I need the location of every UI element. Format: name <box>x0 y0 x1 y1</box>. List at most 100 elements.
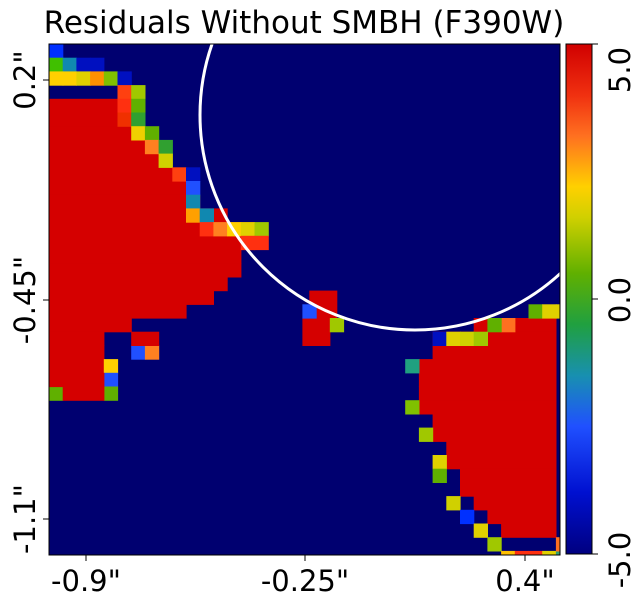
heatmap-cell <box>144 345 160 360</box>
x-tick-label-2: -0.25" <box>261 564 349 598</box>
heatmap-cell <box>172 167 187 182</box>
heatmap-cell <box>460 331 475 346</box>
heatmap-cell <box>49 112 119 127</box>
heatmap-cell <box>528 304 543 319</box>
heatmap-cell <box>62 57 77 72</box>
heatmap-cell <box>131 98 146 114</box>
heatmap-cell <box>49 318 132 333</box>
heatmap-cell <box>432 345 557 360</box>
heatmap-cell <box>460 468 557 483</box>
heatmap-cell <box>254 222 269 237</box>
heatmap-cell <box>62 386 105 401</box>
heatmap-cell <box>103 386 119 401</box>
heatmap-cell <box>432 413 557 429</box>
y-tick-label-3: -1.1" <box>8 484 42 554</box>
y-tick-label-1: 0.2" <box>8 50 42 109</box>
heatmap-cell <box>117 71 132 86</box>
heatmap-cell <box>432 427 557 442</box>
heatmap-cell <box>117 112 132 127</box>
heatmap-cell <box>199 208 214 223</box>
heatmap-cell <box>555 537 560 552</box>
heatmap-cell <box>487 318 502 333</box>
heatmap-cell <box>514 550 530 555</box>
heatmap-cell <box>501 550 516 555</box>
overlay-circle <box>198 44 560 332</box>
heatmap-cell <box>49 44 64 59</box>
heatmap-cell <box>49 57 64 72</box>
heatmap-area <box>49 44 560 555</box>
heatmap-cell <box>542 304 557 319</box>
heatmap-cell <box>76 71 91 86</box>
heatmap-cell <box>117 98 132 114</box>
heatmap-cell <box>49 153 160 168</box>
chart-title: Residuals Without SMBH (F390W) <box>44 5 565 41</box>
heatmap-cell <box>186 208 201 223</box>
heatmap-cell <box>49 194 201 209</box>
heatmap-cell <box>131 345 146 360</box>
heatmap-cell <box>49 276 228 292</box>
heatmap-cell <box>240 222 256 237</box>
heatmap-cell <box>460 509 475 525</box>
heatmap-cell <box>302 304 317 319</box>
heatmap-cell <box>213 222 228 237</box>
heatmap-cell <box>103 71 119 86</box>
heatmap-cell <box>186 167 201 182</box>
heatmap-cell <box>405 400 420 415</box>
heatmap-cell <box>49 139 146 155</box>
colorbar-tick-label-1: 5.0 <box>603 47 637 93</box>
heatmap-cell <box>131 112 146 127</box>
heatmap-cell <box>418 400 557 415</box>
x-tick-label-3: 0.4" <box>495 564 554 598</box>
heatmap-cell <box>528 550 543 555</box>
heatmap-cell <box>418 359 557 374</box>
heatmap-cell <box>158 153 173 168</box>
plot-frame <box>48 43 561 556</box>
heatmap-cell <box>103 372 119 388</box>
heatmap-cell <box>49 386 64 401</box>
x-tick-label-1: -0.9" <box>51 564 121 598</box>
heatmap-cell <box>131 126 146 141</box>
heatmap-cell <box>49 304 187 319</box>
heatmap-cell <box>49 167 173 182</box>
heatmap-cell <box>302 318 331 346</box>
heatmap-cell <box>432 331 447 346</box>
heatmap-cell <box>254 235 269 251</box>
heatmap-cell <box>49 208 228 223</box>
heatmap-cell <box>144 126 160 141</box>
heatmap-cell <box>158 139 173 155</box>
heatmap-cell <box>131 331 160 346</box>
heatmap-cell <box>131 85 146 100</box>
heatmap-cell <box>460 482 557 497</box>
heatmap-cell <box>446 331 461 346</box>
heatmap-cell <box>103 359 119 374</box>
heatmap-cell <box>473 331 488 346</box>
heatmap-cell <box>501 523 557 538</box>
heatmap-cell <box>90 71 105 86</box>
heatmap-cell <box>446 455 557 470</box>
heatmap-cell <box>49 181 187 196</box>
heatmap-cell <box>542 550 557 555</box>
heatmap-cell <box>446 496 461 511</box>
heatmap-cell <box>49 345 105 360</box>
heatmap-cell <box>62 71 77 86</box>
heatmap-cell <box>144 139 160 155</box>
heatmap-cell <box>186 194 201 209</box>
heatmap-cell <box>473 523 488 538</box>
heatmap-cell <box>49 359 105 374</box>
heatmap-cell <box>501 318 516 333</box>
heatmap-cell <box>49 235 256 251</box>
heatmap-cell <box>555 304 560 319</box>
heatmap-cell <box>418 386 557 401</box>
heatmap-cell <box>49 126 132 141</box>
heatmap-cell <box>49 372 105 388</box>
heatmap-cell <box>487 537 502 552</box>
heatmap-cell <box>49 263 242 278</box>
heatmap-cell <box>432 468 447 483</box>
heatmap-cell <box>49 331 105 346</box>
colorbar-tick-label-3: -5.0 <box>603 532 637 589</box>
heatmap-cell <box>405 359 420 374</box>
heatmap-cell <box>446 441 557 456</box>
heatmap-cell <box>49 290 214 305</box>
heatmap-cell <box>49 249 242 264</box>
